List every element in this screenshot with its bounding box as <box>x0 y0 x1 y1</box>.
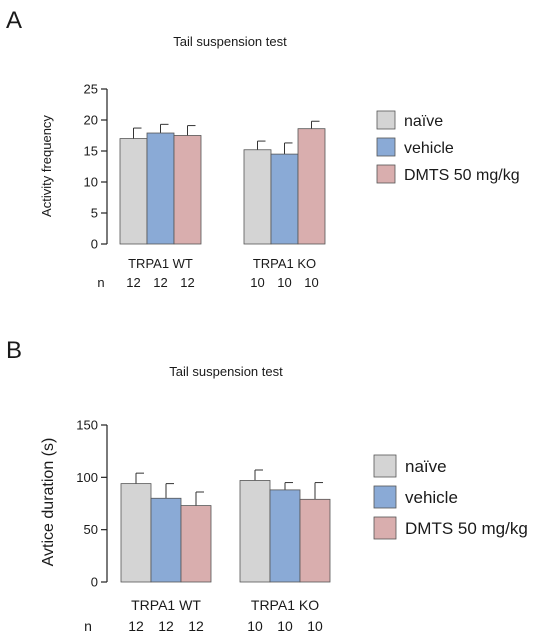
legend: naïve vehicle DMTS 50 mg/kg <box>376 110 520 184</box>
panel-a: A Tail suspension test 0 5 10 15 20 25 Activity … <box>6 7 520 290</box>
n-value: 12 <box>180 275 194 290</box>
n-value: 10 <box>304 275 318 290</box>
group-label: TRPA1 WT <box>128 256 193 271</box>
chart-title: Tail suspension test <box>173 34 287 49</box>
n-value: 10 <box>277 618 293 634</box>
legend-swatch <box>373 485 397 509</box>
y-tick-label: 15 <box>84 144 98 159</box>
bar-dmts-50-mg-kg-2 <box>297 128 326 245</box>
bar-vehicle-1 <box>150 497 182 583</box>
y-axis-label: Activity frequency <box>39 115 54 217</box>
y-tick-label: 25 <box>84 82 98 97</box>
y-tick-label: 100 <box>76 470 98 485</box>
n-value: 12 <box>153 275 167 290</box>
legend-swatch <box>376 137 396 157</box>
panel-letter: B <box>6 337 22 364</box>
n-value: 10 <box>277 275 291 290</box>
panel-b: B Tail suspension test 0 50 100 150 Avtice dur… <box>6 337 528 634</box>
legend-label: naïve <box>405 457 447 476</box>
n-value: 10 <box>247 618 263 634</box>
n-value: 12 <box>126 275 140 290</box>
legend-swatch <box>373 516 397 540</box>
legend: naïve vehicle DMTS 50 mg/kg <box>373 454 528 540</box>
y-tick-label: 20 <box>84 113 98 128</box>
legend-swatch <box>373 454 397 478</box>
bar-vehicle-2 <box>270 153 299 245</box>
bar-na-ve-2 <box>243 149 272 245</box>
bar-na-ve-1 <box>120 483 152 583</box>
y-axis-label: Avtice duration (s) <box>40 438 57 567</box>
bar-vehicle-2 <box>269 489 301 583</box>
bar-dmts-50-mg-kg-1 <box>173 135 202 245</box>
y-tick-label: 50 <box>84 522 98 537</box>
bar-na-ve-2 <box>239 480 271 583</box>
n-value: 12 <box>158 618 174 634</box>
bar-dmts-50-mg-kg-1 <box>180 505 212 583</box>
y-tick-label: 10 <box>84 175 98 190</box>
y-tick-label: 0 <box>91 237 98 252</box>
n-value: 10 <box>307 618 323 634</box>
group-label: TRPA1 WT <box>131 597 201 613</box>
legend-label: DMTS 50 mg/kg <box>404 167 520 184</box>
y-tick-label: 5 <box>91 206 98 221</box>
n-label: n <box>97 275 104 290</box>
legend-label: vehicle <box>404 140 454 157</box>
y-tick-label: 150 <box>76 418 98 433</box>
legend-label: naïve <box>404 113 443 130</box>
bar-dmts-50-mg-kg-2 <box>299 498 331 583</box>
n-label: n <box>84 618 92 634</box>
y-tick-label: 0 <box>91 575 98 590</box>
legend-label: DMTS 50 mg/kg <box>405 519 528 538</box>
bar-na-ve-1 <box>119 138 148 245</box>
legend-swatch <box>376 110 396 130</box>
n-value: 12 <box>128 618 144 634</box>
n-value: 12 <box>188 618 204 634</box>
panel-letter: A <box>6 7 22 34</box>
n-value: 10 <box>250 275 264 290</box>
chart-title: Tail suspension test <box>169 364 283 379</box>
legend-swatch <box>376 164 396 184</box>
group-label: TRPA1 KO <box>253 256 316 271</box>
group-label: TRPA1 KO <box>251 597 319 613</box>
legend-label: vehicle <box>405 488 458 507</box>
bar-vehicle-1 <box>146 132 175 245</box>
